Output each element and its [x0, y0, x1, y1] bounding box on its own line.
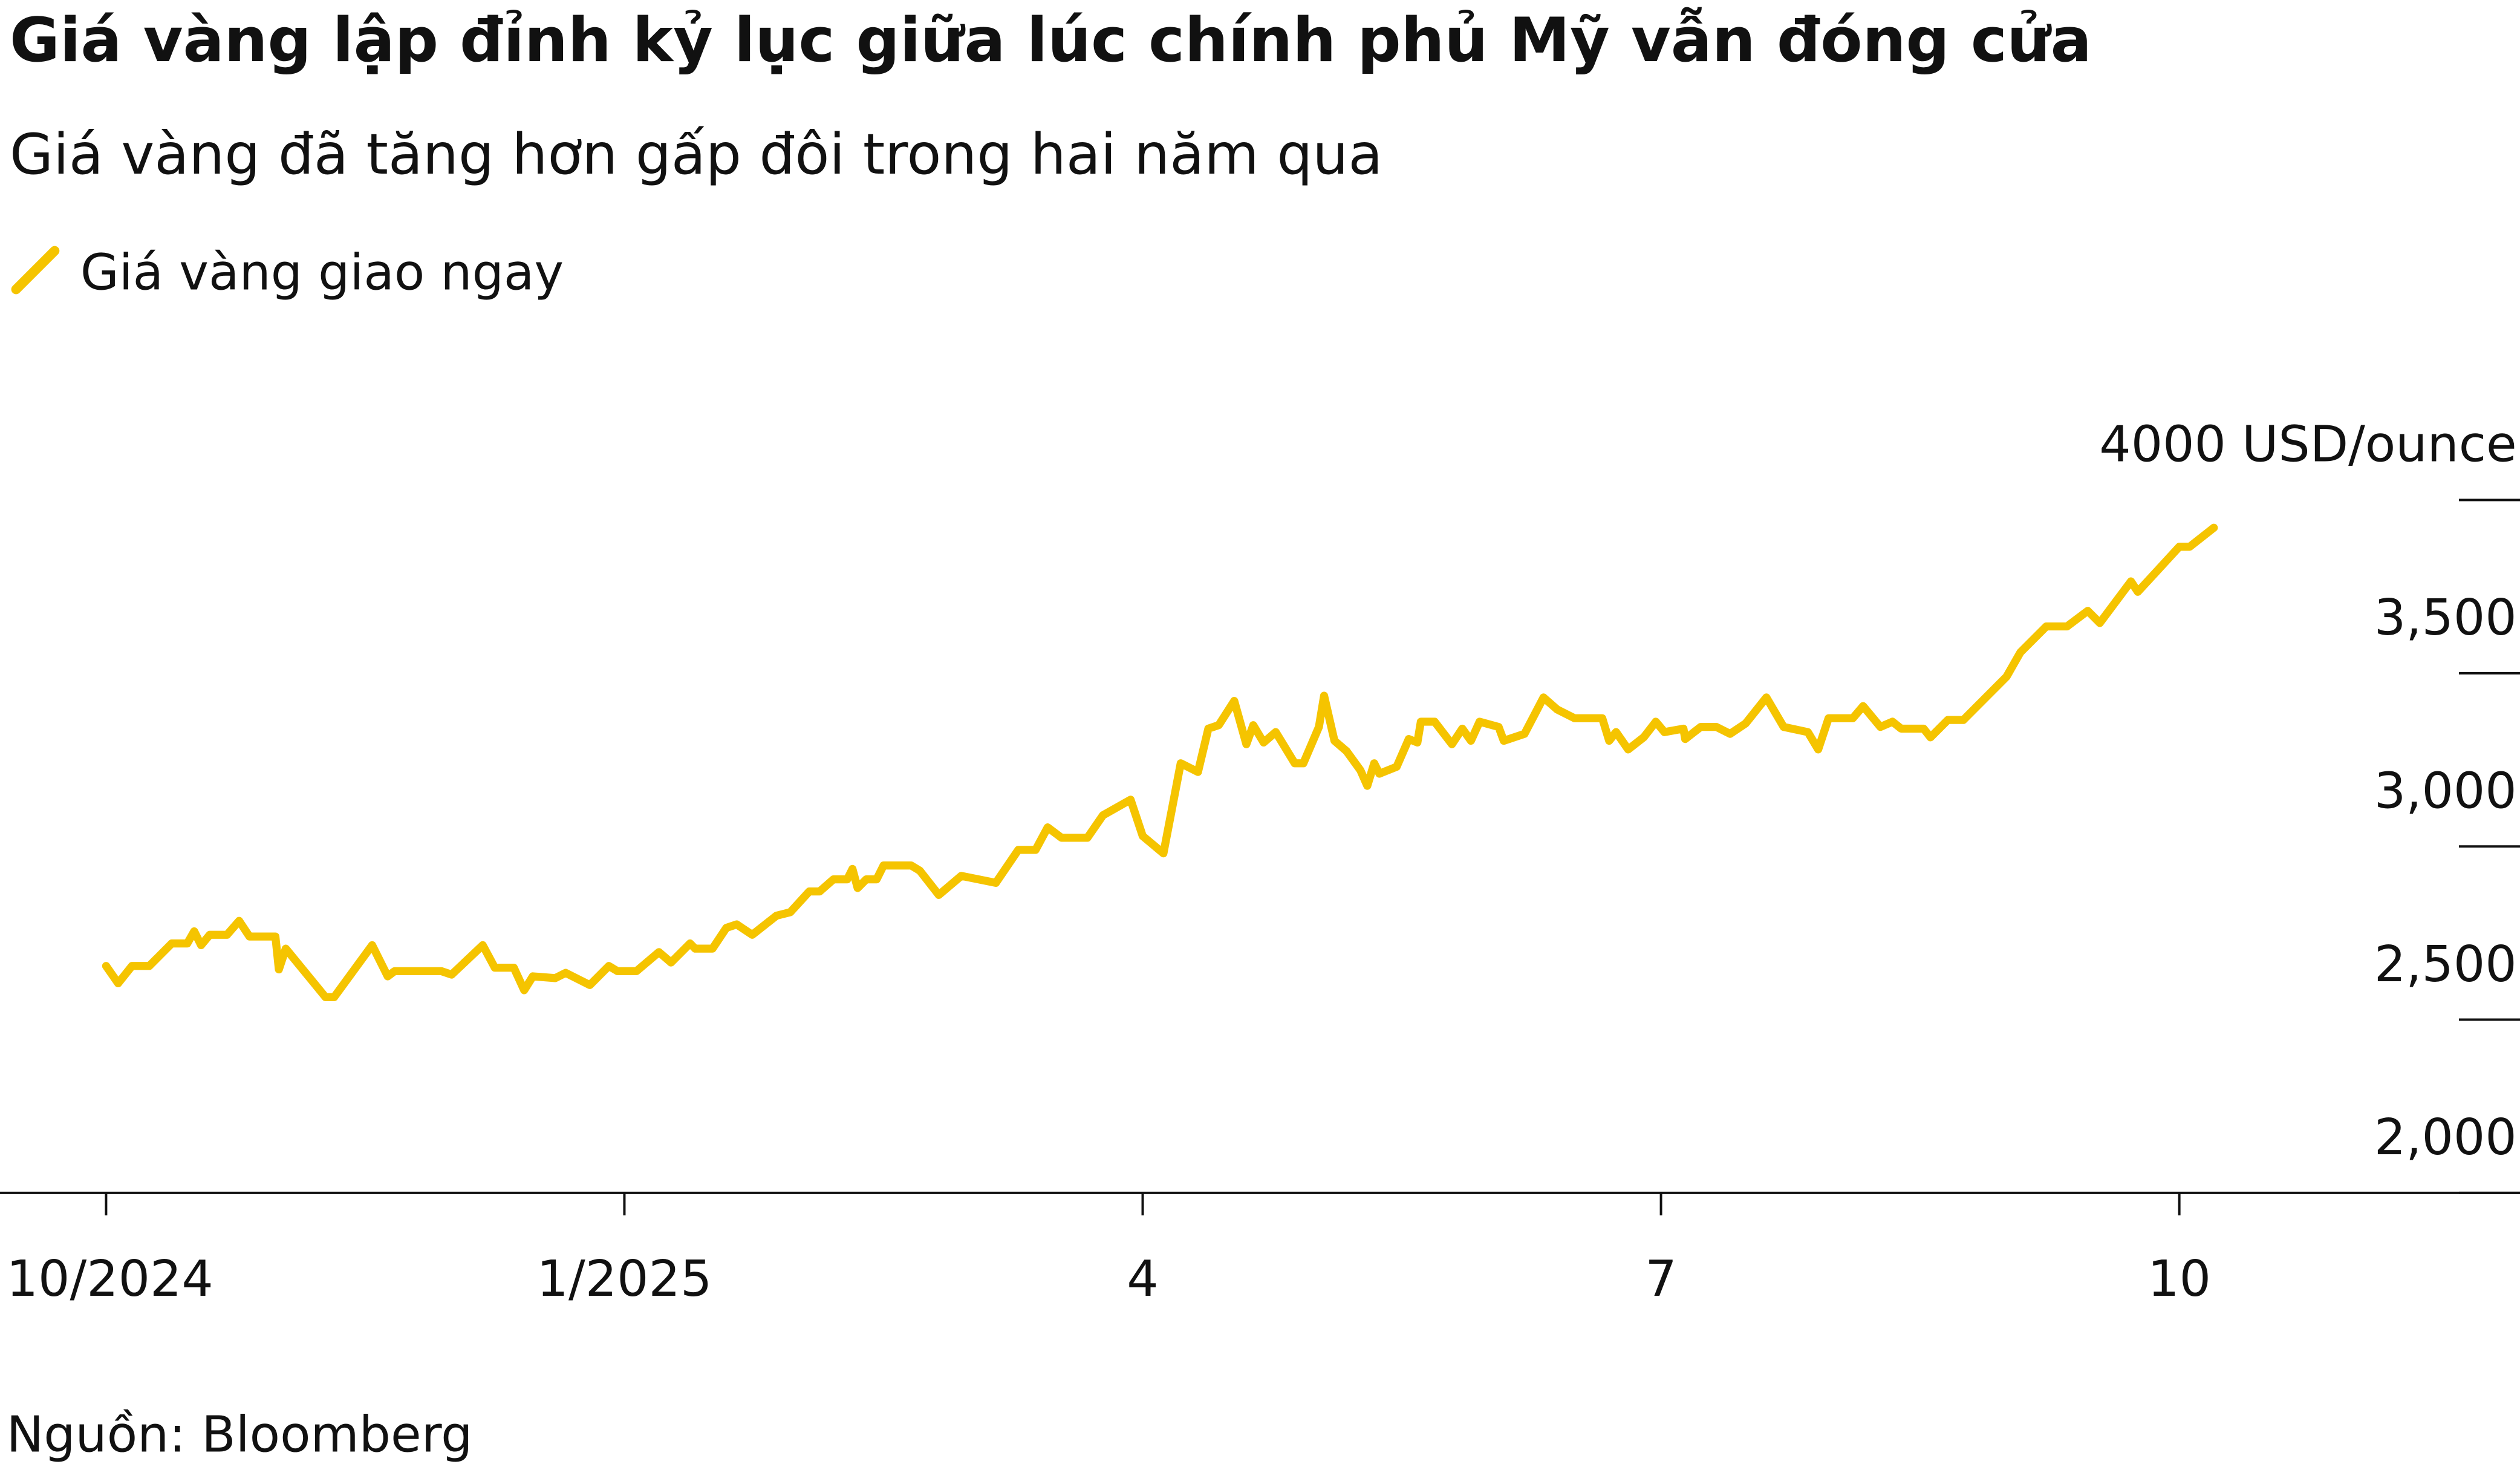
x-tick-label: 10 — [2147, 1250, 2211, 1308]
x-tick-label: 4 — [1127, 1250, 1158, 1308]
y-tick-label: 2,500 — [2374, 936, 2517, 993]
chart-title: Giá vàng lập đỉnh kỷ lục giữa lúc chính … — [10, 4, 2092, 76]
x-tick-label: 1/2025 — [537, 1250, 712, 1308]
series-line — [102, 523, 2218, 1001]
y-tick-label: 3,000 — [2374, 762, 2517, 820]
chart-subtitle: Giá vàng đã tăng hơn gấp đôi trong hai n… — [10, 122, 1382, 187]
source-note: Nguồn: Bloomberg — [7, 1407, 473, 1464]
x-tick-label: 10/2024 — [7, 1250, 213, 1308]
legend-swatch — [11, 246, 60, 295]
y-tick-label: 3,500 — [2374, 589, 2517, 647]
y-tick-label: 2,000 — [2374, 1109, 2517, 1166]
y-tick-label: 4000 USD/ounce — [2099, 416, 2516, 474]
x-tick-label: 7 — [1645, 1250, 1676, 1308]
legend-label: Giá vàng giao ngay — [80, 244, 564, 301]
